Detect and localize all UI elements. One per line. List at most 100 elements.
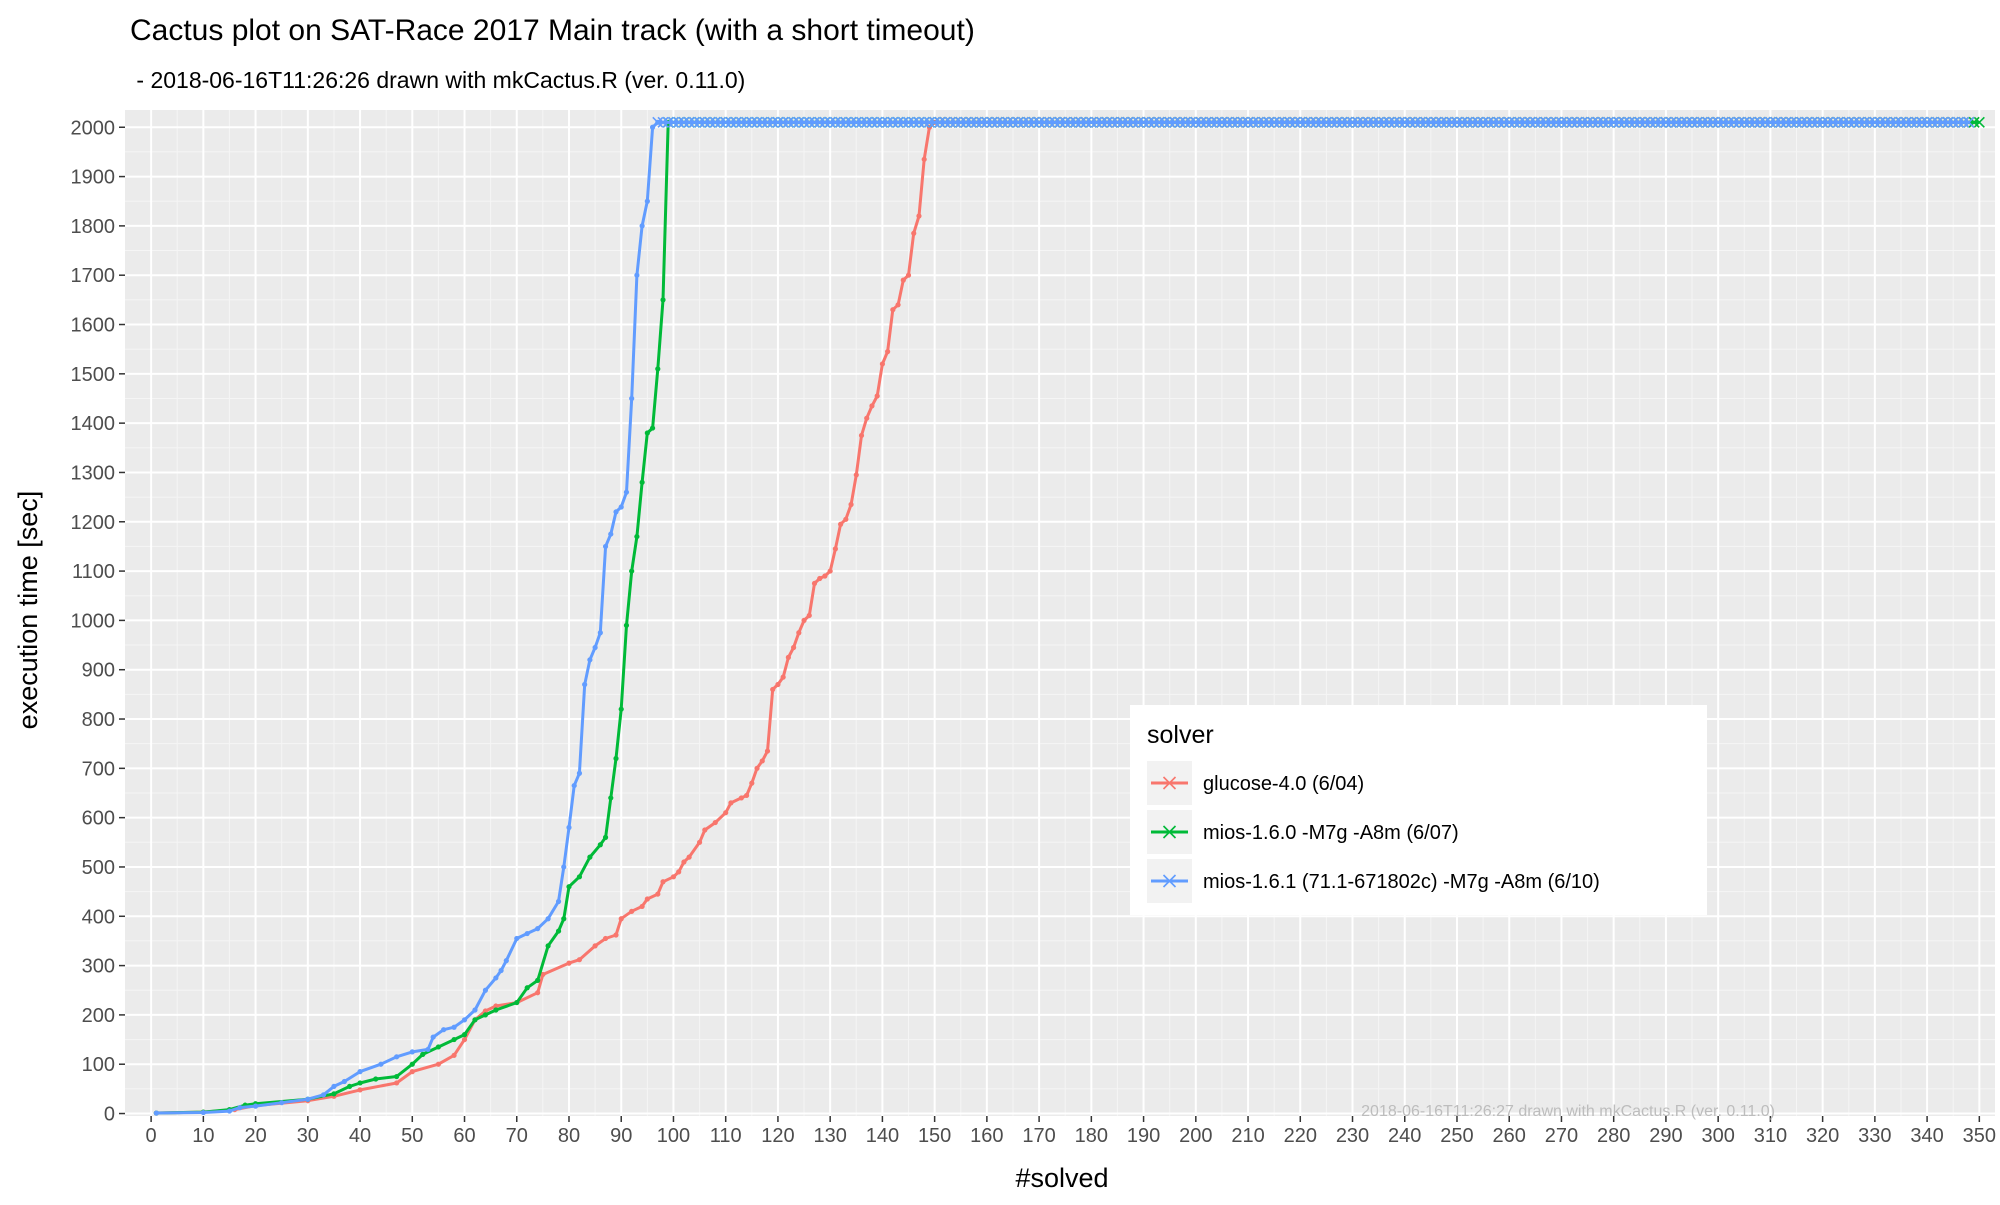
data-point xyxy=(347,1083,353,1090)
plot-panel xyxy=(125,110,1995,1116)
timeout-marker xyxy=(1263,116,1275,128)
data-point xyxy=(357,1069,363,1075)
timeout-marker xyxy=(986,116,998,128)
x-tick-label: 160 xyxy=(970,1125,1003,1147)
timeout-marker xyxy=(897,116,909,128)
timeout-marker xyxy=(730,116,742,128)
chart-subtitle: - 2018-06-16T11:26:26 drawn with mkCactu… xyxy=(130,67,745,93)
timeout-marker xyxy=(861,116,873,128)
timeout-marker xyxy=(1900,116,1912,128)
timeout-marker xyxy=(1519,116,1531,128)
timeout-marker xyxy=(970,116,982,128)
timeout-marker xyxy=(1608,116,1620,128)
timeout-marker xyxy=(751,116,763,128)
data-point xyxy=(858,432,865,439)
x-tick-label: 250 xyxy=(1440,1125,1473,1147)
timeout-marker xyxy=(1487,116,1500,128)
data-point xyxy=(895,302,901,308)
timeout-marker xyxy=(840,116,852,128)
timeout-marker xyxy=(923,116,935,128)
data-point xyxy=(843,516,849,522)
timeout-marker xyxy=(1226,116,1238,128)
timeout-marker xyxy=(1832,116,1844,128)
timeout-marker xyxy=(746,116,758,128)
data-point xyxy=(357,1087,363,1093)
timeout-marker xyxy=(1566,116,1578,128)
timeout-marker xyxy=(1597,116,1609,128)
timeout-marker xyxy=(1430,116,1442,128)
timeout-marker xyxy=(772,116,784,128)
y-tick-label: 600 xyxy=(82,808,115,830)
data-point xyxy=(613,755,619,762)
data-point xyxy=(237,1105,243,1111)
timeout-marker xyxy=(1733,116,1745,128)
legend-title: solver xyxy=(1147,721,1214,749)
data-point xyxy=(545,916,551,922)
timeout-marker xyxy=(1247,116,1259,128)
timeout-marker xyxy=(882,116,894,128)
data-point xyxy=(874,393,880,399)
data-point xyxy=(561,916,567,922)
timeout-marker xyxy=(934,116,946,128)
timeout-marker xyxy=(1117,116,1129,128)
data-point xyxy=(634,533,640,540)
data-point xyxy=(493,975,499,981)
series-line xyxy=(156,121,936,1115)
timeout-marker xyxy=(735,116,747,128)
timeout-marker xyxy=(1937,116,1949,128)
x-tick-label: 100 xyxy=(657,1125,690,1147)
timeout-marker xyxy=(1169,116,1181,128)
data-point xyxy=(864,415,870,421)
timeout-marker xyxy=(683,116,695,128)
data-point xyxy=(608,795,614,801)
data-point xyxy=(623,622,630,628)
x-tick-label: 60 xyxy=(453,1125,475,1147)
data-point xyxy=(613,509,619,515)
chart-title: Cactus plot on SAT-Race 2017 Main track … xyxy=(130,14,975,47)
legend-items: glucose-4.0 (6/04) mios-1.6.0 -M7g -A8m (… xyxy=(1147,761,1600,903)
x-tick-label: 150 xyxy=(918,1125,951,1147)
timeout-marker xyxy=(1916,116,1928,128)
timeout-marker xyxy=(1686,116,1698,128)
data-point xyxy=(644,896,650,902)
timeout-marker xyxy=(1780,116,1792,128)
timeout-marker xyxy=(887,116,899,128)
data-point xyxy=(905,272,912,278)
data-point xyxy=(472,1017,478,1023)
data-point xyxy=(623,489,630,495)
timeout-marker xyxy=(1425,116,1437,128)
x-tick-label: 220 xyxy=(1284,1125,1317,1147)
grid-layer xyxy=(125,110,1995,1116)
data-point xyxy=(561,864,567,870)
data-point xyxy=(655,891,661,897)
timeout-marker xyxy=(913,116,925,128)
data-point xyxy=(618,504,624,510)
timeout-marker xyxy=(1738,116,1750,128)
timeout-marker xyxy=(714,116,727,128)
timeout-marker xyxy=(1383,116,1395,128)
data-point xyxy=(566,884,572,890)
timeout-marker xyxy=(673,116,685,128)
timeout-marker xyxy=(1294,116,1306,128)
data-point xyxy=(576,957,583,963)
timeout-marker xyxy=(1482,116,1494,128)
axis-layer: 0 10 20 30 40 50 60 70 80 90 100 110 120 130 140 150 160… xyxy=(71,117,1997,1147)
data-point xyxy=(660,297,666,303)
timeout-marker xyxy=(965,116,977,128)
timeout-marker xyxy=(1514,116,1526,128)
timeout-marker xyxy=(1096,116,1108,128)
data-point xyxy=(602,543,609,550)
x-tick-label: 280 xyxy=(1597,1125,1630,1147)
timeout-marker xyxy=(1080,116,1092,128)
timeout-marker xyxy=(1404,116,1416,128)
chart-watermark: 2018-06-16T11:26:27 drawn with mkCactus.… xyxy=(1361,1103,1775,1120)
data-point xyxy=(796,630,802,636)
y-tick-label: 0 xyxy=(104,1104,115,1126)
x-tick-label: 50 xyxy=(401,1125,423,1147)
data-point xyxy=(341,1078,347,1085)
data-point xyxy=(378,1061,384,1067)
data-point xyxy=(582,681,588,688)
y-tick-label: 1500 xyxy=(71,364,116,386)
timeout-marker xyxy=(1002,116,1014,128)
